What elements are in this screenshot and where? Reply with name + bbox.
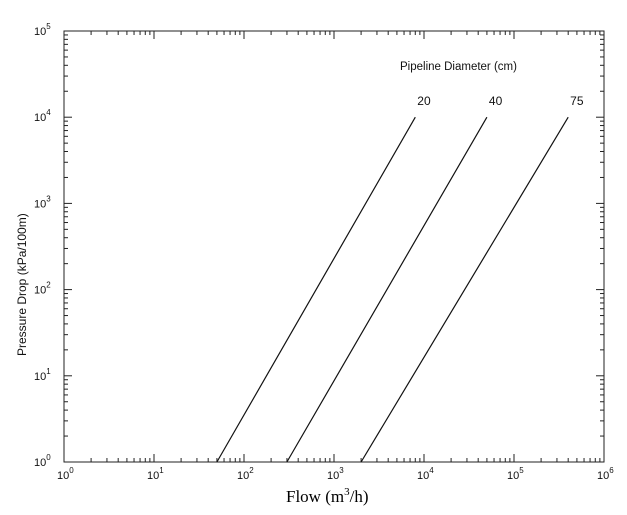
plot-frame	[63, 30, 605, 463]
x-tick-label: 101	[147, 466, 164, 482]
y-tick-label-exp: 4	[46, 108, 51, 117]
x-tick-label: 104	[417, 466, 434, 482]
y-tick-label-base: 10	[34, 26, 46, 38]
x-tick-label: 102	[237, 466, 254, 482]
x-tick-label-exp: 5	[519, 466, 524, 475]
series-label-40: 40	[489, 94, 503, 108]
y-axis-label: Pressure Drop (kPa/100m)	[15, 213, 29, 356]
y-tick-label: 102	[34, 281, 51, 297]
y-tick-label: 101	[34, 367, 51, 383]
y-tick-label-exp: 5	[46, 22, 51, 31]
y-tick-label-base: 10	[34, 112, 46, 124]
x-tick-label-base: 10	[507, 470, 519, 482]
x-tick-label-base: 10	[327, 470, 339, 482]
series-label-20: 20	[417, 94, 431, 108]
series-label-75: 75	[570, 94, 584, 108]
y-tick-label-base: 10	[34, 198, 46, 210]
y-tick-label-base: 10	[34, 371, 46, 383]
x-axis-label-tail: /h)	[350, 487, 369, 506]
y-tick-label: 104	[34, 108, 51, 124]
minor-ticks	[64, 31, 604, 462]
major-ticks	[63, 30, 605, 463]
x-tick-label-exp: 1	[159, 466, 164, 475]
x-tick-label-exp: 6	[609, 466, 614, 475]
series-labels: 20 40 75	[417, 94, 584, 108]
x-tick-labels: 100 101 102 103 104 105 106	[57, 466, 614, 482]
x-tick-label: 100	[57, 466, 74, 482]
series-line-40	[286, 116, 488, 463]
x-tick-label-exp: 3	[339, 466, 344, 475]
x-tick-label-base: 10	[147, 470, 159, 482]
y-tick-label: 105	[34, 22, 51, 38]
x-tick-label-base: 10	[597, 470, 609, 482]
x-tick-label: 105	[507, 466, 524, 482]
x-tick-label-base: 10	[237, 470, 249, 482]
series-lines	[216, 116, 569, 463]
x-tick-label-base: 10	[417, 470, 429, 482]
y-tick-label-exp: 2	[46, 281, 51, 290]
y-tick-label-exp: 3	[46, 194, 51, 203]
x-axis-label: Flow (m3/h)	[286, 486, 368, 506]
x-axis-label-main: Flow (m	[286, 487, 344, 506]
x-axis-label-sup: 3	[344, 486, 350, 498]
x-tick-label-exp: 2	[249, 466, 254, 475]
x-tick-label: 106	[597, 466, 614, 482]
series-line-75	[360, 116, 569, 463]
x-tick-label-base: 10	[57, 470, 69, 482]
legend-title: Pipeline Diameter (cm)	[400, 61, 517, 73]
x-tick-label-exp: 4	[429, 466, 434, 475]
y-tick-label-base: 10	[34, 285, 46, 297]
y-tick-label-exp: 0	[46, 453, 51, 462]
series-line-20	[216, 116, 416, 463]
x-tick-label: 103	[327, 466, 344, 482]
y-tick-label-base: 10	[34, 457, 46, 469]
y-tick-label: 103	[34, 194, 51, 210]
x-tick-label-exp: 0	[69, 466, 74, 475]
y-tick-label-exp: 1	[46, 367, 51, 376]
y-tick-label: 100	[34, 453, 51, 469]
